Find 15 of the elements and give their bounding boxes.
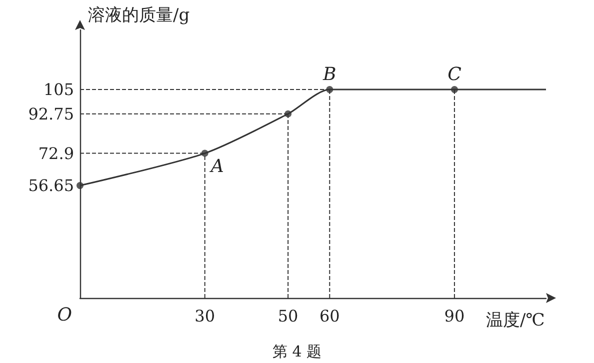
annotation: C [448,64,462,86]
text: O [57,304,72,326]
x-tick-label: 50 [278,306,298,326]
y-tick-label: 92.75 [28,104,74,124]
x-axis-title: 温度/℃ [486,310,545,330]
annotation: A [208,156,224,177]
y-tick-label: 72.9 [38,144,74,163]
y-tick-label: 105 [43,80,74,100]
x-tick-label: 90 [444,306,465,326]
y-tick-label: 56.65 [28,176,74,196]
x-tick-label: 30 [194,306,215,326]
annotation: B [322,64,336,86]
text: 第 4 题 [272,342,322,360]
y-axis-title: 溶液的质量/g [88,6,190,26]
x-tick-label: 60 [319,306,340,326]
